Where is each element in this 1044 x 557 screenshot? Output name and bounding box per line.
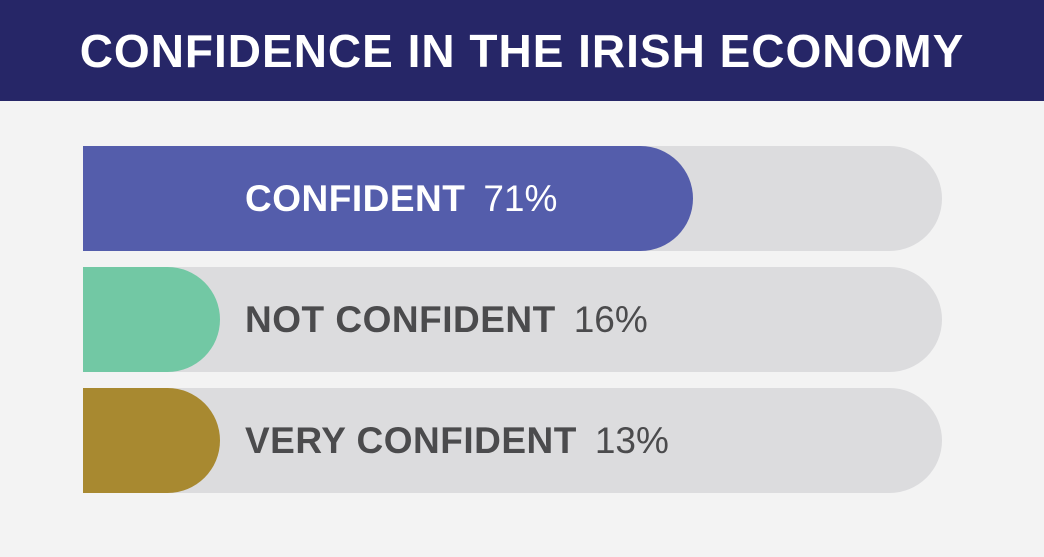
bar-label: CONFIDENT 71%: [245, 146, 557, 251]
bar-fill: [83, 267, 221, 372]
bar-track: NOT CONFIDENT 16%: [83, 267, 942, 372]
bar-fill: [83, 388, 220, 493]
title-banner: CONFIDENCE IN THE IRISH ECONOMY: [0, 0, 1044, 101]
category-label: VERY CONFIDENT: [245, 419, 577, 461]
bar-label: NOT CONFIDENT 16%: [245, 267, 648, 372]
bar-label: VERY CONFIDENT 13%: [245, 388, 669, 493]
bar-track: VERY CONFIDENT 13%: [83, 388, 942, 493]
category-label: CONFIDENT: [245, 177, 466, 219]
chart-title: CONFIDENCE IN THE IRISH ECONOMY: [79, 24, 965, 77]
bar-fill: [83, 146, 693, 251]
value-label: 71%: [483, 177, 558, 219]
value-label: 13%: [594, 419, 669, 461]
category-label: NOT CONFIDENT: [245, 298, 556, 340]
bar-track: CONFIDENT 71%: [83, 146, 942, 251]
bar-chart: CONFIDENT 71% NOT CONFIDENT 16% VERY CONFIDE…: [0, 101, 1044, 557]
value-label: 16%: [573, 298, 648, 340]
